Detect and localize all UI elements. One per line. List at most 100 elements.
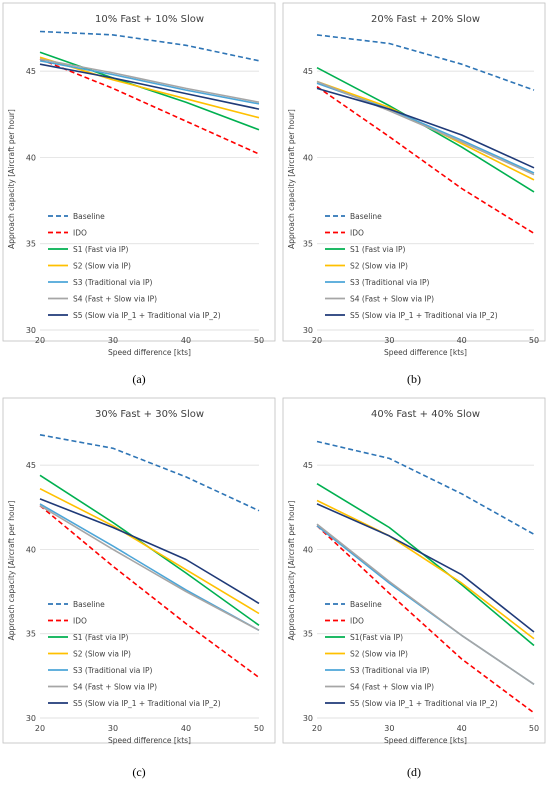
series-line — [39, 51, 260, 131]
x-tick-label: 30 — [108, 724, 118, 733]
legend-entry: S5 (Slow via IP_1 + Traditional via IP_2… — [350, 699, 498, 708]
chart-frame — [282, 397, 546, 744]
y-tick-label: 45 — [303, 461, 313, 470]
panel-caption: (a) — [132, 372, 145, 386]
legend-entry: S4 (Fast + Slow via IP) — [350, 295, 434, 304]
legend-entry: Baseline — [73, 212, 105, 221]
x-tick-label: 20 — [312, 336, 322, 345]
chart-title: 40% Fast + 40% Slow — [371, 409, 480, 420]
x-tick-label: 50 — [254, 336, 264, 345]
chart-frame — [2, 397, 276, 744]
x-tick-label: 30 — [384, 724, 394, 733]
legend-entry: S2 (Slow via IP) — [73, 650, 131, 659]
legend-entry: IDO — [73, 229, 87, 238]
y-tick-label: 40 — [303, 545, 313, 554]
x-tick-label: 20 — [35, 724, 45, 733]
series-line — [316, 503, 535, 633]
chart-title: 10% Fast + 10% Slow — [95, 14, 204, 25]
series-line — [39, 434, 260, 512]
x-axis-label: Speed difference [kts] — [384, 736, 467, 745]
x-tick-label: 30 — [108, 336, 118, 345]
legend-entry: S3 (Traditional via IP) — [350, 666, 430, 675]
series-line — [39, 503, 260, 631]
chart-frame — [2, 2, 276, 342]
y-tick-label: 40 — [303, 153, 313, 162]
panel-caption: (d) — [407, 765, 421, 779]
legend-entry: Baseline — [73, 600, 105, 609]
series-line — [39, 58, 260, 103]
series-line — [316, 66, 535, 193]
y-tick-label: 40 — [26, 153, 36, 162]
series-line — [39, 30, 260, 62]
legend-entry: IDO — [350, 229, 364, 238]
legend-entry: S2 (Slow via IP) — [350, 650, 408, 659]
legend-entry: S1(Fast via IP) — [350, 633, 403, 642]
legend-entry: S3 (Traditional via IP) — [73, 666, 153, 675]
chart-title: 20% Fast + 20% Slow — [371, 14, 480, 25]
x-tick-label: 40 — [457, 724, 467, 733]
legend-entry: S2 (Slow via IP) — [73, 262, 131, 271]
y-tick-label: 45 — [303, 67, 313, 76]
legend-entry: S3 (Traditional via IP) — [73, 278, 153, 287]
series-line — [316, 525, 535, 714]
x-axis-label: Speed difference [kts] — [108, 736, 191, 745]
x-axis-label: Speed difference [kts] — [384, 348, 467, 357]
legend-entry: Baseline — [350, 212, 382, 221]
series-line — [39, 504, 260, 679]
y-axis-label: Approach capacity [Aircraft per hour] — [7, 109, 16, 249]
y-tick-label: 35 — [303, 240, 313, 249]
series-line — [39, 56, 260, 119]
series-line — [39, 60, 260, 105]
legend-entry: S1 (Fast via IP) — [350, 245, 406, 254]
x-tick-label: 40 — [457, 336, 467, 345]
legend-entry: Baseline — [350, 600, 382, 609]
series-line — [316, 523, 535, 685]
x-tick-label: 40 — [181, 724, 191, 733]
series-line — [316, 86, 535, 235]
legend-entry: S5 (Slow via IP_1 + Traditional via IP_2… — [73, 699, 221, 708]
series-line — [316, 499, 535, 640]
chart-title: 30% Fast + 30% Slow — [95, 409, 204, 420]
y-tick-label: 30 — [26, 714, 36, 723]
x-tick-label: 50 — [529, 724, 539, 733]
series-line — [39, 63, 260, 110]
y-tick-label: 40 — [26, 545, 36, 554]
legend-entry: S1 (Fast via IP) — [73, 245, 129, 254]
series-line — [39, 498, 260, 605]
series-line — [316, 87, 535, 169]
x-tick-label: 50 — [529, 336, 539, 345]
legend-entry: S4 (Fast + Slow via IP) — [73, 295, 157, 304]
y-tick-label: 45 — [26, 67, 36, 76]
legend-entry: S5 (Slow via IP_1 + Traditional via IP_2… — [350, 311, 498, 320]
legend-entry: S2 (Slow via IP) — [350, 262, 408, 271]
x-tick-label: 20 — [35, 336, 45, 345]
series-line — [39, 58, 260, 155]
panel-caption: (b) — [407, 372, 421, 386]
x-tick-label: 50 — [254, 724, 264, 733]
panel-caption: (c) — [132, 765, 145, 779]
legend-entry: S1 (Fast via IP) — [73, 633, 129, 642]
y-tick-label: 30 — [303, 714, 313, 723]
y-axis-label: Approach capacity [Aircraft per hour] — [287, 501, 296, 641]
series-line — [39, 504, 260, 632]
y-tick-label: 45 — [26, 461, 36, 470]
series-line — [316, 34, 535, 91]
y-tick-label: 35 — [26, 240, 36, 249]
y-tick-label: 35 — [303, 630, 313, 639]
y-axis-label: Approach capacity [Aircraft per hour] — [7, 501, 16, 641]
legend-entry: IDO — [73, 617, 87, 626]
chart-frame — [282, 2, 546, 342]
legend-entry: S4 (Fast + Slow via IP) — [350, 683, 434, 692]
y-tick-label: 30 — [303, 326, 313, 335]
series-line — [39, 487, 260, 615]
legend-entry: IDO — [350, 617, 364, 626]
x-axis-label: Speed difference [kts] — [108, 348, 191, 357]
y-tick-label: 30 — [26, 326, 36, 335]
legend-entry: S4 (Fast + Slow via IP) — [73, 683, 157, 692]
legend-entry: S5 (Slow via IP_1 + Traditional via IP_2… — [73, 311, 221, 320]
